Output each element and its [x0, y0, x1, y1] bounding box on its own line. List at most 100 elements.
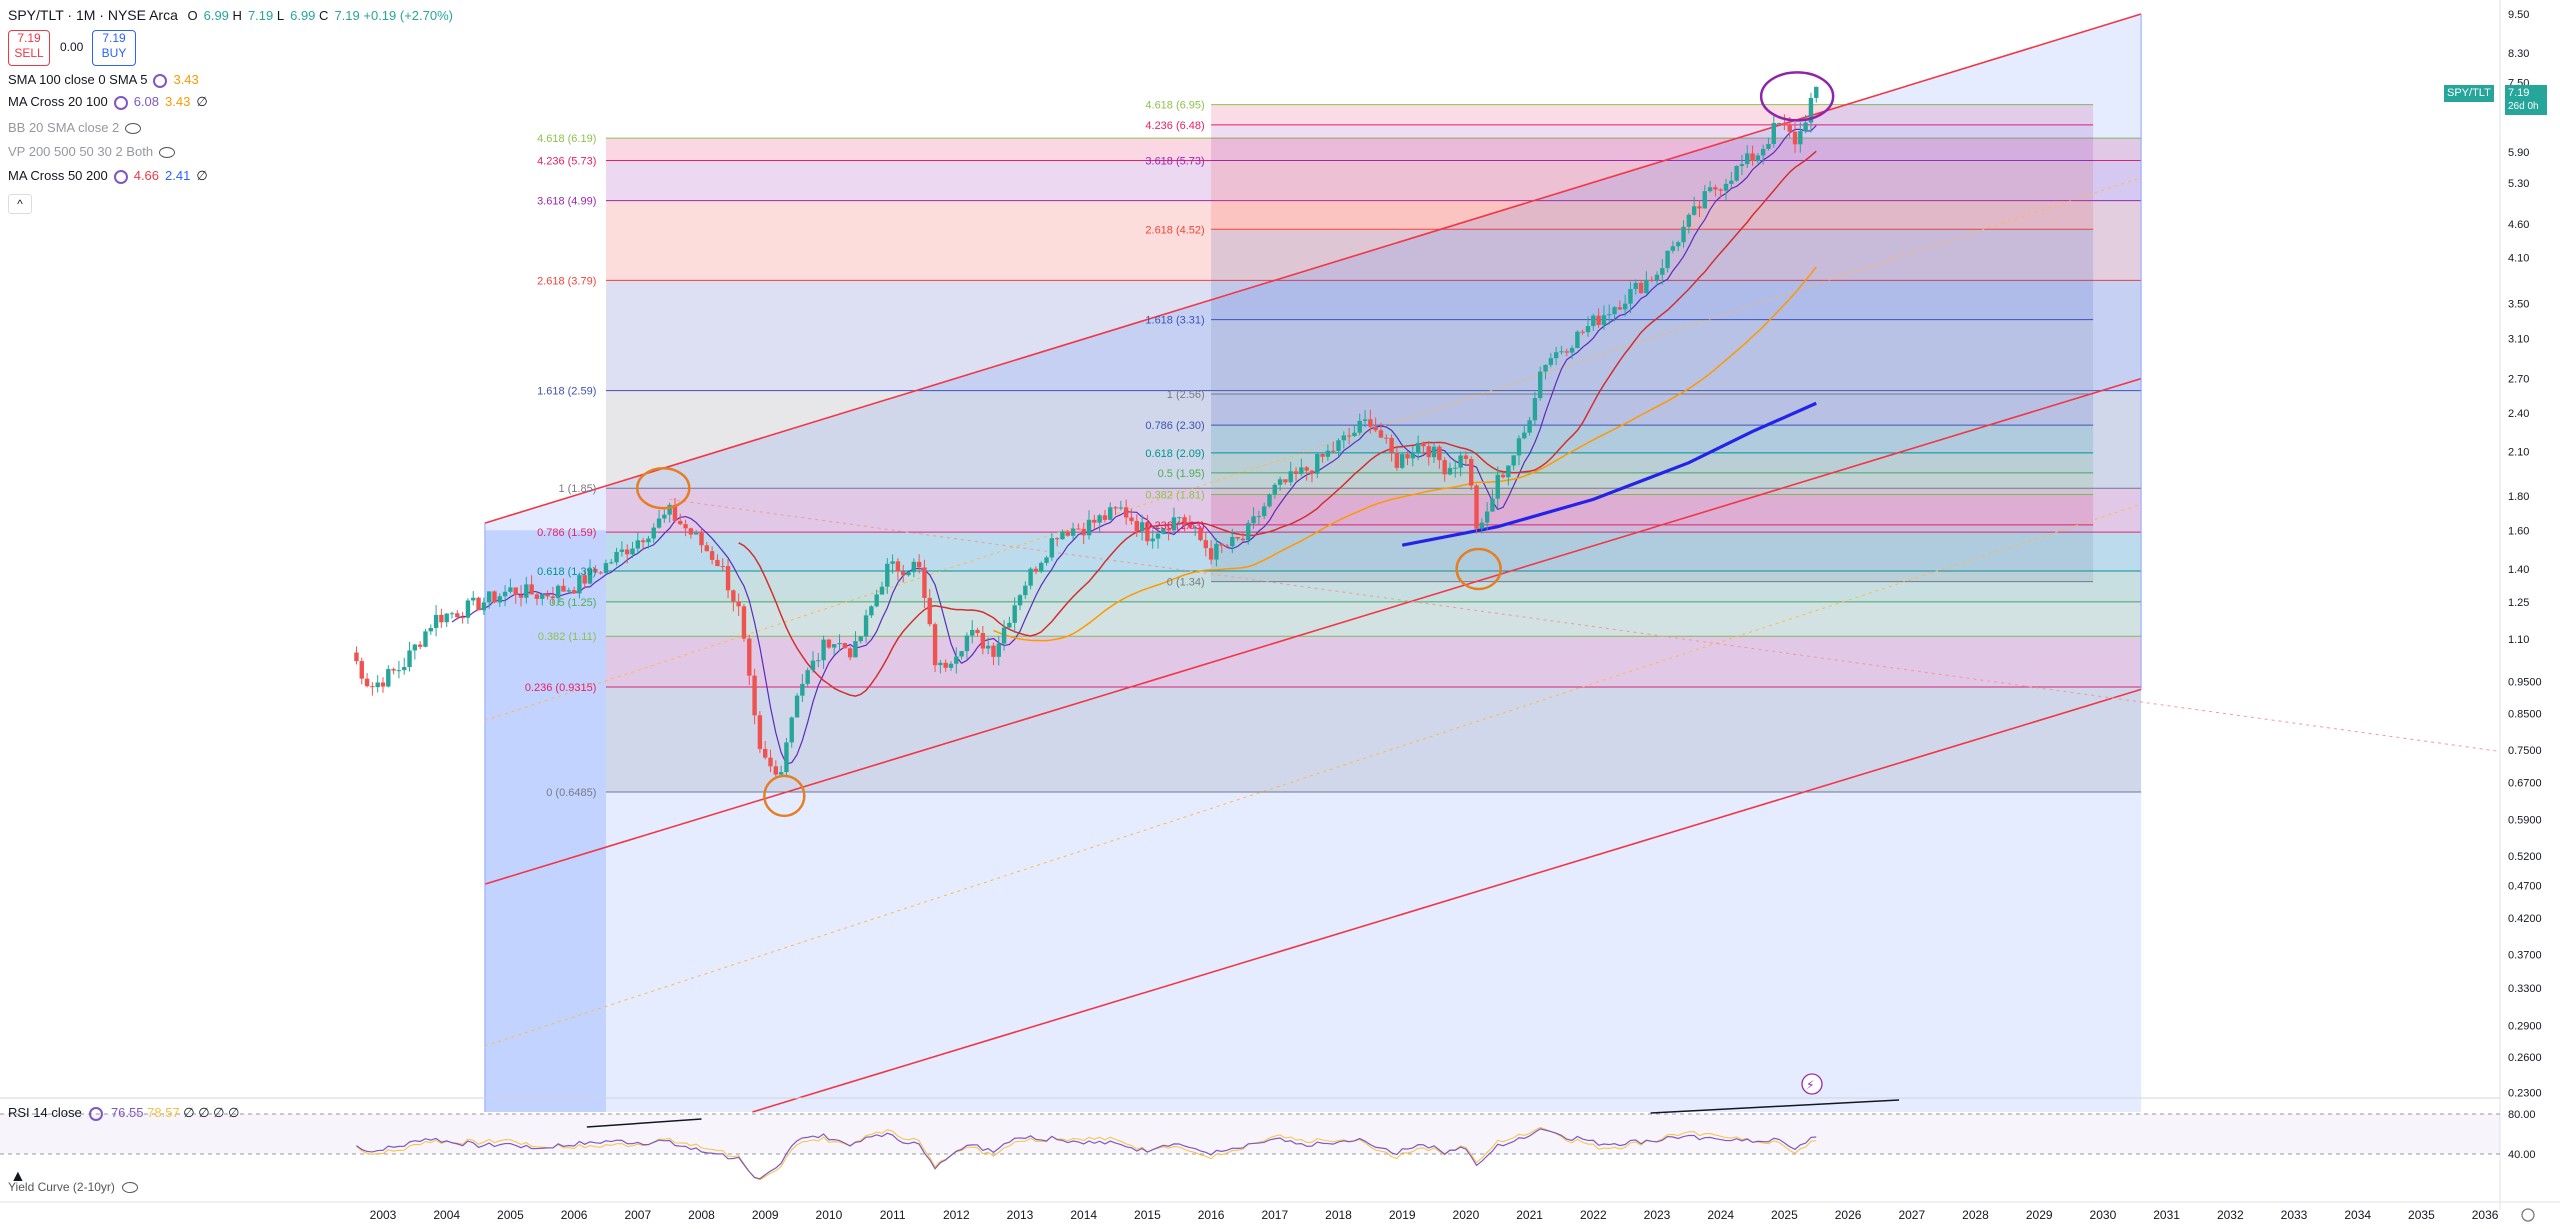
candle-body: [1798, 131, 1803, 145]
settings-icon[interactable]: [113, 169, 128, 184]
price-axis[interactable]: 9.508.307.505.905.304.604.103.503.102.70…: [2499, 0, 2560, 1229]
fib-label: 4.618 (6.19): [537, 133, 596, 145]
y-tick-label: 0.6700: [2508, 778, 2542, 790]
candle-body: [609, 562, 614, 564]
fib-band: [1211, 319, 2094, 395]
candle-body: [598, 572, 603, 574]
channel-line-middle: [484, 377, 2142, 885]
symbol-row[interactable]: SPY/TLT · 1M · NYSE Arca O 6.99 H 7.19 L 6.…: [8, 6, 459, 24]
indicator-row[interactable]: BB 20 SMA close 2: [8, 120, 147, 135]
moving-averages: [451, 125, 1817, 765]
candle-body: [359, 661, 364, 679]
indicator-row[interactable]: SMA 100 close 0 SMA 5 3.43: [8, 72, 205, 88]
candle-body: [1368, 419, 1373, 427]
fib-label: 2.618 (3.79): [537, 275, 596, 287]
y-tick-label: 3.10: [2508, 334, 2529, 346]
x-tick-label: 2032: [2217, 1208, 2244, 1222]
candle-body: [566, 590, 571, 592]
x-tick-label: 2024: [1707, 1208, 1734, 1222]
eye-icon[interactable]: [159, 147, 176, 159]
candle-body: [1171, 517, 1177, 531]
candle-body: [1681, 226, 1686, 243]
candle-body: [513, 587, 518, 596]
candle-body: [1102, 515, 1108, 520]
fib-label: 1 (1.85): [558, 483, 596, 495]
symbol-title[interactable]: SPY/TLT · 1M · NYSE Arca: [8, 7, 178, 23]
candle-body: [1792, 131, 1798, 145]
candle-body: [423, 631, 428, 647]
candle-body: [1697, 206, 1702, 209]
eye-icon[interactable]: [125, 123, 142, 135]
x-tick-label: 2013: [1007, 1208, 1034, 1222]
candle-body: [1713, 187, 1718, 190]
candle-body: [1766, 144, 1771, 149]
annotations[interactable]: ⚡: [636, 71, 1835, 1095]
candle-body: [1341, 435, 1347, 441]
candle-body: [688, 528, 694, 535]
rsi-ma-line: [356, 1126, 1817, 1181]
indicator-row[interactable]: MA Cross 20 100 6.08 3.43 ∅: [8, 94, 214, 110]
candle-body: [1113, 507, 1118, 509]
candle-body: [1145, 522, 1150, 542]
time-axis[interactable]: 2003 2004 2005 2006 2007 2008 2009 2010 2011 2012…: [0, 1201, 2560, 1222]
indicator-row[interactable]: VP 200 500 50 30 2 Both: [8, 144, 181, 159]
candle-body: [667, 504, 672, 515]
candle-body: [1638, 282, 1644, 294]
candle-body: [1543, 364, 1548, 372]
ma-fast-line: [451, 125, 1817, 765]
candle-body: [1092, 519, 1097, 523]
candle-body: [619, 549, 625, 552]
candle-body: [1771, 123, 1776, 145]
x-tick-label: 2014: [1070, 1208, 1097, 1222]
settings-icon[interactable]: [153, 73, 168, 88]
y-tick-label: 0.2900: [2508, 1020, 2542, 1032]
candle-body: [1346, 435, 1352, 437]
candle-body: [1511, 455, 1516, 466]
candle-body: [529, 584, 534, 595]
collapse-legend-button[interactable]: ^: [8, 194, 32, 214]
rsi-legend[interactable]: RSI 14 close 76.55 78.57 ∅ ∅ ∅ ∅: [8, 1105, 240, 1121]
indicator-row[interactable]: MA Cross 50 200 4.66 2.41 ∅: [8, 168, 214, 184]
candle-body: [1490, 498, 1495, 512]
candle-body: [895, 561, 901, 572]
candle-body: [970, 629, 975, 636]
candle-body: [1500, 474, 1506, 478]
candle-body: [927, 597, 932, 625]
x-tick-label: 2010: [816, 1208, 843, 1222]
candle-body: [571, 590, 577, 594]
candle-body: [980, 633, 986, 649]
eye-icon[interactable]: [122, 1182, 139, 1194]
y-tick-label: 0.5900: [2508, 814, 2542, 826]
candle-body: [624, 549, 630, 555]
yield-curve-legend[interactable]: Yield Curve (2-10yr): [8, 1180, 139, 1194]
y-tick-label: 8.30: [2508, 48, 2529, 60]
sell-button[interactable]: 7.19 SELL: [8, 30, 50, 66]
candle-body: [603, 563, 609, 574]
candle-body: [1479, 522, 1485, 529]
highlight-circle: [636, 466, 691, 510]
buy-button[interactable]: 7.19 BUY: [92, 30, 136, 66]
candle-body: [1729, 180, 1734, 184]
candle-body: [1283, 479, 1288, 483]
candle-body: [1469, 458, 1474, 486]
settings-icon[interactable]: [89, 1106, 104, 1121]
candle-body: [704, 545, 710, 552]
candle-body: [1251, 516, 1256, 524]
fib-label: 4.236 (5.73): [537, 156, 596, 168]
fib-retracement-right[interactable]: [484, 14, 2142, 1112]
channel-fill: [484, 14, 2142, 1112]
settings-icon[interactable]: [113, 95, 128, 110]
y-tick-label: 1.40: [2508, 564, 2529, 576]
y-tick-label: 0.9500: [2508, 676, 2542, 688]
candle-body: [1400, 454, 1405, 468]
rsi-pane[interactable]: 80.00 40.00: [0, 1097, 2536, 1181]
lightning-icon: [1801, 1073, 1823, 1095]
candle-body: [1108, 507, 1113, 520]
parallel-channel[interactable]: [484, 13, 2142, 1113]
candle-body: [683, 524, 688, 529]
candle-body: [1691, 206, 1697, 215]
fib-label: 0.786 (1.59): [537, 527, 596, 539]
candle-body: [789, 717, 794, 743]
candle-body: [1405, 454, 1410, 459]
